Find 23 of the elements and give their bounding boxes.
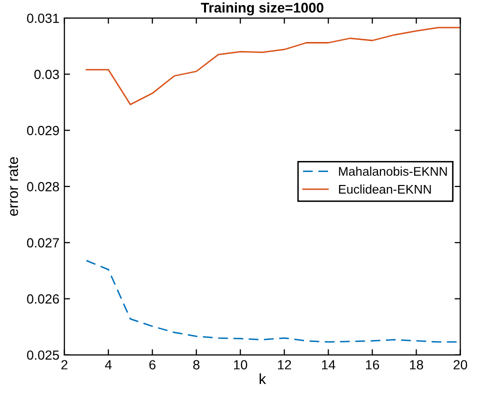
x-tick-label: 6 <box>149 360 156 370</box>
y-tick-label: 0.031 <box>27 14 59 23</box>
chart-title: Training size=1000 <box>200 2 324 16</box>
x-tick-label: 4 <box>105 360 112 370</box>
x-tick-label: 16 <box>366 360 380 370</box>
x-tick-label: 2 <box>61 360 68 370</box>
x-tick-label: 12 <box>278 360 292 370</box>
y-tick-label: 0.028 <box>27 182 59 192</box>
y-tick-label: 0.027 <box>27 238 59 248</box>
x-axis-title: k <box>260 373 266 384</box>
legend-label: Mahalanobis-EKNN <box>339 166 447 176</box>
x-tick-label: 20 <box>454 360 468 370</box>
y-tick-label: 0.026 <box>27 294 59 304</box>
x-tick-label: 18 <box>410 360 424 370</box>
legend-label: Euclidean-EKNN <box>339 184 431 194</box>
line-series <box>86 26 460 106</box>
y-axis-title: error rate <box>8 157 18 216</box>
x-tick-label: 14 <box>322 360 336 370</box>
x-tick-label: 10 <box>234 360 248 370</box>
x-tick-label: 8 <box>193 360 200 370</box>
y-tick-label: 0.03 <box>34 70 59 80</box>
y-tick-label: 0.029 <box>27 126 59 136</box>
y-tick-label: 0.025 <box>27 350 59 360</box>
